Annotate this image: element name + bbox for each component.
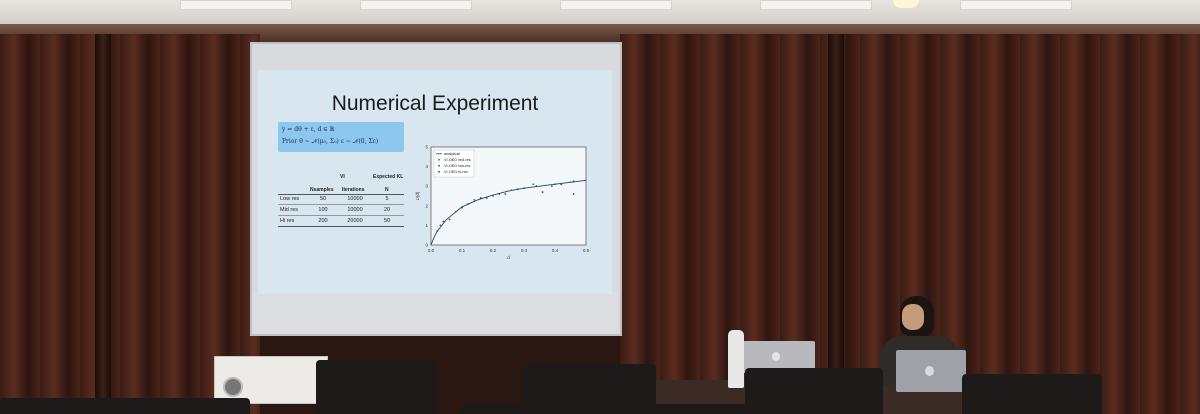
data-point: [569, 181, 572, 184]
curtain-left: [0, 34, 260, 414]
data-point: [510, 189, 513, 192]
legend-entry: VI-OED low-res: [444, 164, 470, 168]
table-rule: [278, 204, 404, 205]
projector-lens: [223, 377, 243, 397]
data-point: [439, 224, 442, 227]
data-point: [448, 218, 451, 221]
data-point: [560, 183, 563, 186]
table-cell: 50: [319, 196, 327, 202]
legend-entry: VI-OED mid-res: [444, 158, 471, 162]
legend-entry: VI-OED hi-res: [444, 170, 468, 174]
data-point: [504, 193, 507, 195]
table-group-vi: VI: [340, 174, 345, 180]
table-col-iterations: Iterations: [342, 187, 365, 193]
table-rule: [278, 194, 404, 195]
chair: [0, 398, 250, 414]
data-point: [461, 206, 463, 209]
legend-swatch: [438, 170, 440, 173]
table-col-nsamples: Nsamples: [310, 187, 334, 193]
projector: [214, 356, 328, 404]
table-cell: 10000: [347, 207, 363, 213]
data-point: [467, 202, 470, 205]
table-row-label: Mid res: [280, 207, 299, 213]
pillar-right: [828, 34, 844, 414]
legend-swatch: [438, 164, 440, 167]
table-cell: 20000: [347, 218, 363, 224]
y-tick-label: 3: [425, 184, 428, 189]
data-point: [454, 210, 457, 213]
x-tick-label: 0.1: [459, 248, 466, 253]
table-rule: [278, 215, 404, 216]
data-point: [551, 185, 553, 188]
laptop: [737, 341, 815, 373]
table-cell: 100: [318, 207, 328, 213]
x-axis-label: d: [507, 255, 510, 260]
x-tick-label: 0.3: [521, 248, 528, 253]
data-point: [535, 185, 538, 188]
legend-entry: analytical: [444, 152, 460, 156]
presenter-face: [902, 304, 924, 330]
table-cell: 20: [383, 207, 391, 213]
x-tick-label: 0.2: [490, 248, 497, 253]
water-bottle: [728, 330, 744, 388]
data-point: [541, 191, 544, 193]
x-tick-label: 0.0: [428, 248, 435, 253]
y-tick-label: 0: [425, 243, 428, 248]
ceiling: [0, 0, 1200, 28]
data-point: [523, 187, 525, 190]
slide: Numerical Experiment y = dθ + ε, d ∈ ℝ P…: [258, 70, 612, 294]
x-tick-label: 0.4: [552, 248, 559, 253]
data-point: [516, 188, 519, 191]
table-col-n: N: [385, 187, 389, 193]
apple-logo-icon: [772, 352, 780, 361]
ceiling-spotlight: [893, 0, 919, 8]
projection-screen-bottom: [252, 292, 618, 334]
data-point: [492, 195, 494, 197]
presenter-laptop: [896, 350, 966, 392]
legend-swatch: [438, 158, 440, 161]
apple-logo-icon: [925, 366, 934, 376]
slide-title: Numerical Experiment: [331, 92, 539, 115]
data-point: [554, 183, 556, 186]
table-cell: 50: [383, 218, 391, 224]
formula-box: y = dθ + ε, d ∈ ℝ Prior θ ~ 𝒩(μ₀, Σ₀) ε …: [278, 122, 404, 152]
y-tick-label: 5: [425, 145, 428, 150]
data-point: [572, 180, 575, 183]
data-point: [485, 197, 488, 199]
table-cell: 200: [318, 218, 328, 224]
pillar-left: [95, 34, 111, 414]
data-point: [436, 230, 439, 233]
data-point: [532, 183, 535, 186]
table-group-kl: Expected KL: [373, 174, 404, 180]
table-rule: [278, 226, 404, 227]
data-point: [473, 199, 476, 201]
formula-prior: Prior θ ~ 𝒩(μ₀, Σ₀) ε ~ 𝒩(0, Σε): [282, 138, 379, 145]
formula-model: y = dθ + ε, d ∈ ℝ: [282, 126, 335, 133]
chair: [460, 404, 780, 414]
data-point: [479, 197, 482, 199]
y-tick-label: 4: [425, 164, 428, 169]
table-row-label: Hi res: [280, 218, 295, 224]
chair: [316, 360, 436, 414]
legend-box: [433, 149, 475, 178]
data-point: [572, 193, 575, 195]
utility-chart: 0.0 0.1 0.2 0.3 0.4 0.5 0 1 2 3 4 5 d U(d) analytical V…: [415, 145, 590, 261]
data-point: [442, 220, 445, 223]
y-tick-label: 1: [425, 223, 428, 228]
x-tick-label: 0.5: [583, 248, 590, 253]
table-row-label: Low res: [280, 196, 300, 202]
ceiling-panels: [0, 0, 1200, 28]
y-tick-label: 2: [425, 203, 428, 208]
table-cell: 10000: [347, 196, 363, 202]
data-point: [498, 193, 501, 195]
y-axis-label: U(d): [415, 191, 420, 200]
table-cell: 5: [385, 196, 389, 202]
chair: [962, 374, 1102, 414]
